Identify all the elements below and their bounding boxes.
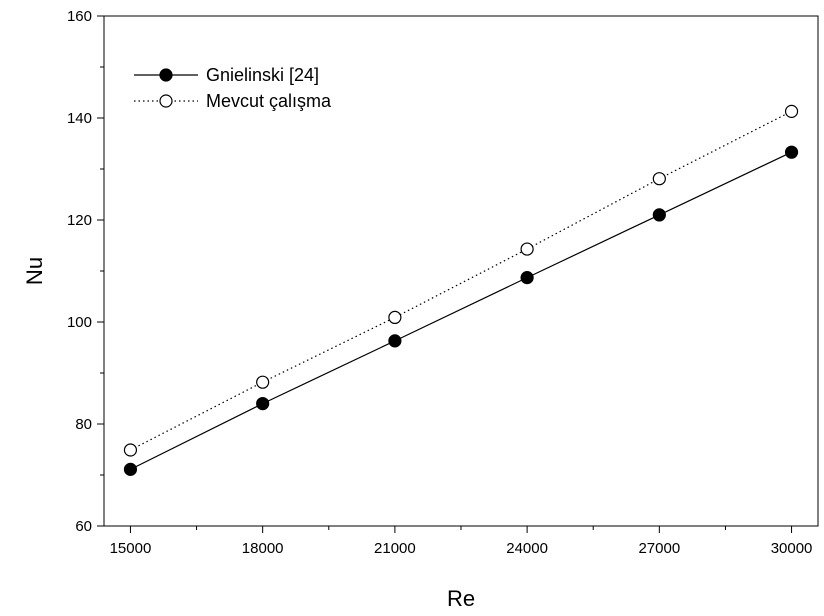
data-point xyxy=(388,334,402,348)
x-tick-label: 24000 xyxy=(506,540,548,557)
series-1 xyxy=(123,145,799,476)
legend-item: Mevcut çalışma xyxy=(134,91,332,111)
x-axis-ticks: 15000 18000 21000 24000 27000 30000 xyxy=(110,526,813,557)
y-tick-label: 60 xyxy=(75,518,92,535)
data-point xyxy=(652,208,666,222)
data-point xyxy=(388,310,402,325)
data-point xyxy=(256,375,270,389)
x-axis-title: Re xyxy=(447,586,475,611)
series-line xyxy=(130,110,792,451)
legend-label: Gnielinski [24] xyxy=(206,65,319,85)
legend: Gnielinski [24] Mevcut çalışma xyxy=(134,65,332,111)
y-tick-label: 160 xyxy=(67,8,92,25)
x-tick-label: 21000 xyxy=(374,540,416,557)
y-axis-ticks: 60 80 100 120 140 160 xyxy=(67,8,104,535)
data-point xyxy=(784,145,799,159)
legend-marker xyxy=(159,68,173,82)
data-point xyxy=(520,242,534,256)
legend-item: Gnielinski [24] xyxy=(134,65,319,85)
y-tick-label: 80 xyxy=(75,416,92,433)
data-point xyxy=(123,462,138,476)
y-tick-label: 100 xyxy=(67,314,92,331)
series-layer xyxy=(123,104,799,476)
data-point xyxy=(652,172,666,186)
x-tick-label: 30000 xyxy=(771,540,813,557)
y-tick-label: 120 xyxy=(67,212,92,229)
data-point xyxy=(520,271,534,285)
series-line xyxy=(130,151,792,470)
data-point xyxy=(784,104,799,118)
x-tick-label: 27000 xyxy=(638,540,680,557)
legend-marker xyxy=(159,94,173,108)
data-point xyxy=(123,443,138,457)
y-tick-label: 140 xyxy=(67,110,92,127)
series-2 xyxy=(123,104,799,457)
data-point xyxy=(256,397,270,411)
x-tick-label: 18000 xyxy=(242,540,284,557)
y-axis-title: Nu xyxy=(22,257,47,285)
x-tick-label: 15000 xyxy=(110,540,152,557)
legend-label: Mevcut çalışma xyxy=(206,91,332,111)
